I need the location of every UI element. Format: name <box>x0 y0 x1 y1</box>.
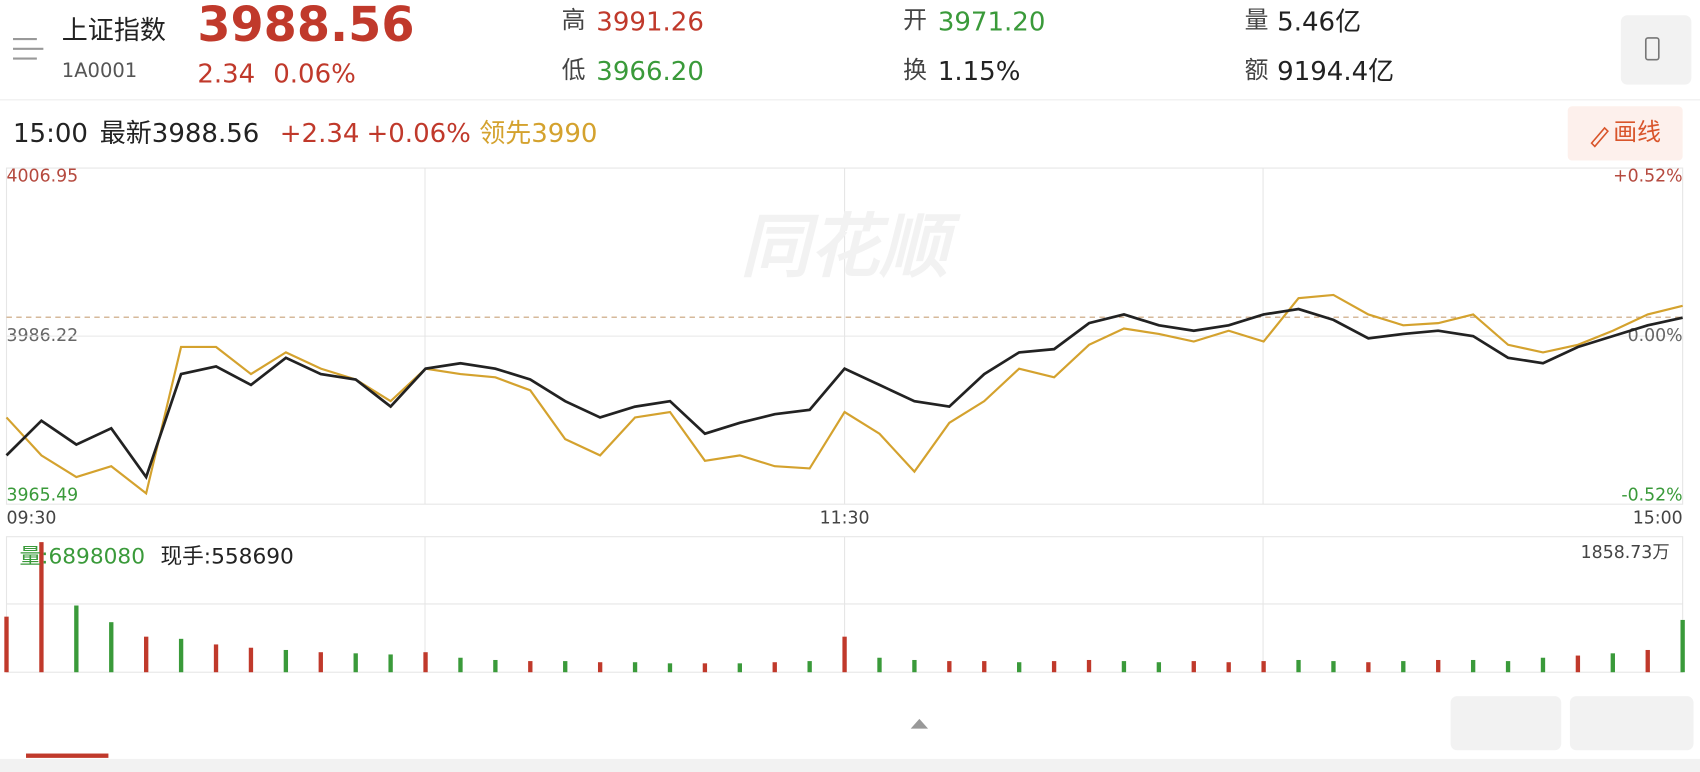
volume-bar <box>1436 659 1441 673</box>
volume-bar <box>597 662 603 673</box>
volume-bar <box>1366 662 1371 673</box>
status-change: +2.34 <box>280 119 360 149</box>
volume-bar <box>1296 659 1301 673</box>
amount: 9194.4亿 <box>1277 57 1394 87</box>
turnover: 1.15% <box>938 57 1021 87</box>
menu-icon[interactable] <box>13 37 44 60</box>
high-label: 高 <box>562 6 586 34</box>
volume-bar <box>1610 653 1615 673</box>
y2-tick-label: 0.00% <box>1628 326 1683 346</box>
volume-bar <box>1226 662 1231 673</box>
volume-bar <box>1540 657 1546 673</box>
latest: 最新3988.56 <box>100 119 260 149</box>
volume-bar <box>947 661 952 673</box>
volume-bar <box>423 652 428 673</box>
time: 15:00 <box>13 119 88 149</box>
x-tick-label: 11:30 <box>820 508 870 528</box>
volume-bar <box>318 652 323 673</box>
y-tick-label: 3965.49 <box>7 486 79 506</box>
low: 3966.20 <box>596 57 704 87</box>
volume-bar <box>1505 661 1511 673</box>
volume-bar <box>528 661 533 673</box>
leading: 领先3990 <box>479 119 597 149</box>
volume-bar <box>702 663 708 673</box>
watchlist-button[interactable] <box>1569 696 1694 751</box>
high: 3991.26 <box>596 7 704 37</box>
volume-bar <box>667 663 673 673</box>
y-tick-label: 4006.95 <box>7 167 79 187</box>
volume-bar <box>1191 661 1196 673</box>
amount-label: 额 <box>1245 56 1269 84</box>
volume-bar <box>1470 659 1476 673</box>
status-change-pct: +0.06% <box>366 119 470 149</box>
volume-bar <box>807 661 812 673</box>
volume-bar <box>109 622 114 673</box>
draw-line-button[interactable]: 画线 <box>1567 106 1683 161</box>
open-label: 开 <box>903 6 927 34</box>
stock-name: 上证指数 <box>62 16 166 46</box>
volume-bar <box>1401 661 1406 673</box>
volume-bar <box>1261 661 1266 673</box>
volume-bar <box>1121 661 1127 673</box>
low-label: 低 <box>562 56 586 84</box>
x-tick-label: 09:30 <box>7 508 57 528</box>
volume-bar <box>283 649 289 673</box>
price: 3988.56 <box>197 0 414 53</box>
price-line <box>5 307 1683 481</box>
volume-bar <box>912 659 917 673</box>
active-tab-underline <box>26 753 109 758</box>
volume-label: 量 <box>1245 6 1269 34</box>
volume-bar <box>1645 649 1650 673</box>
volume-bar <box>388 654 393 673</box>
chips-button[interactable] <box>1450 696 1562 751</box>
current-hand: 现手:558690 <box>160 544 293 569</box>
x-tick-label: 15:00 <box>1633 508 1683 528</box>
volume-bar <box>1051 661 1057 673</box>
draw-line-text: 画线 <box>1613 118 1661 146</box>
volume-bar <box>982 661 987 673</box>
change: 2.34 <box>197 59 255 89</box>
volume-bar <box>1017 662 1022 673</box>
volume-bar <box>772 662 777 673</box>
device-button[interactable] <box>1620 15 1692 85</box>
volume-bar <box>563 661 568 673</box>
tab-bar <box>0 687 1700 759</box>
volume-bar <box>1086 659 1092 673</box>
volume-bar <box>39 542 44 673</box>
more-arrow[interactable] <box>910 718 929 729</box>
turnover-label: 换 <box>903 56 927 84</box>
y2-tick-label: +0.52% <box>1613 167 1683 187</box>
volume-bar <box>458 657 463 673</box>
volume-total: 量:6898080 <box>20 544 145 569</box>
watermark: 同花顺 <box>741 208 962 288</box>
volume-tick-label: 1858.73万 <box>1581 543 1670 563</box>
change-pct: 0.06% <box>273 59 356 89</box>
volume-bar <box>842 636 847 673</box>
volume-bar <box>248 647 254 673</box>
volume-bar <box>1331 661 1336 673</box>
volume-bar <box>1156 662 1162 673</box>
volume-bar <box>213 644 219 673</box>
volume-bar <box>877 657 882 673</box>
volume-bar <box>1575 655 1581 673</box>
volume-bar <box>737 663 742 673</box>
bottom-bar <box>0 758 1700 772</box>
volume-bar <box>74 605 79 673</box>
volume-bar <box>353 653 358 673</box>
y2-tick-label: -0.52% <box>1621 486 1682 506</box>
price-line <box>5 293 1683 496</box>
volume-bar <box>144 636 149 673</box>
stock-code: 1A0001 <box>62 59 137 82</box>
volume-bar <box>178 638 184 673</box>
volume-bar <box>632 662 638 673</box>
volume: 5.46亿 <box>1277 7 1361 37</box>
open: 3971.20 <box>938 7 1046 37</box>
volume-bar <box>493 659 498 673</box>
volume-bar <box>1680 619 1685 673</box>
volume-bar <box>4 616 9 673</box>
